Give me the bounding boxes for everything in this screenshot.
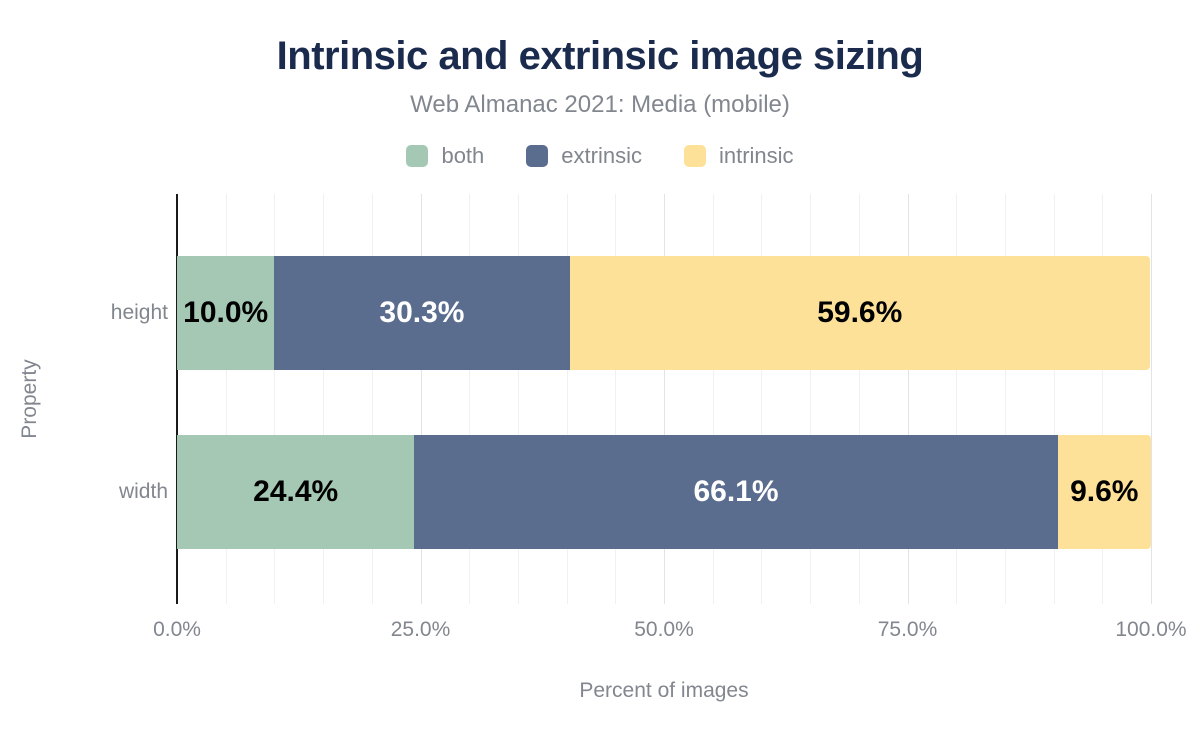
gridline-minor-55 — [712, 194, 714, 604]
x-tick-0: 0.0% — [153, 618, 201, 641]
x-tick-100: 100.0% — [1115, 618, 1187, 641]
gridline-minor-85 — [1004, 194, 1006, 604]
bar-value-label: 66.1% — [693, 475, 779, 508]
x-tick-50: 50.0% — [634, 618, 694, 641]
gridline-major-50 — [664, 194, 665, 604]
gridline-minor-30 — [469, 194, 471, 604]
gridline-minor-5 — [225, 194, 227, 604]
bar-segment-height-both: 10.0% — [177, 256, 275, 370]
plot-area: 10.0% 30.3% 59.6% 24.4% 66.1% 9.6% — [176, 194, 1152, 604]
gridline-minor-10 — [274, 194, 276, 604]
bar-row-height: 10.0% 30.3% 59.6% — [177, 256, 1151, 370]
category-label-width: width — [118, 480, 168, 503]
legend-label: extrinsic — [561, 143, 642, 168]
chart-subtitle: Web Almanac 2021: Media (mobile) — [410, 91, 790, 118]
bar-segment-height-intrinsic: 59.6% — [569, 256, 1150, 370]
x-axis-title: Percent of images — [579, 679, 749, 702]
y-axis-title: Property — [18, 359, 41, 439]
gridline-minor-40 — [566, 194, 568, 604]
gridline-minor-20 — [371, 194, 373, 604]
legend-label: both — [441, 143, 485, 168]
x-tick-25: 25.0% — [390, 618, 451, 641]
bar-value-label: 10.0% — [183, 296, 269, 329]
bar-value-label: 24.4% — [253, 475, 339, 508]
legend-label: intrinsic — [718, 143, 794, 168]
gridline-minor-70 — [858, 194, 860, 604]
legend-item-both: both — [406, 143, 484, 169]
legend-item-intrinsic: intrinsic — [683, 143, 794, 169]
gridline-major-25 — [420, 194, 422, 604]
gridline-minor-65 — [810, 194, 812, 604]
bar-row-width: 24.4% 66.1% 9.6% — [177, 435, 1151, 549]
gridline-minor-90 — [1053, 194, 1055, 604]
gridline-minor-15 — [323, 194, 325, 604]
bar-segment-width-both: 24.4% — [177, 435, 415, 549]
y-axis-line — [176, 194, 178, 604]
category-label-height: height — [110, 301, 168, 324]
bar-value-label: 30.3% — [379, 296, 465, 329]
legend-item-extrinsic: extrinsic — [526, 143, 642, 169]
legend-swatch-extrinsic — [526, 145, 549, 167]
legend-swatch-both — [406, 145, 429, 167]
gridline-minor-80 — [956, 194, 958, 604]
gridline-minor-60 — [761, 194, 763, 604]
gridline-minor-35 — [517, 194, 519, 604]
bar-segment-width-extrinsic: 66.1% — [414, 435, 1058, 549]
x-tick-75: 75.0% — [877, 618, 938, 641]
gridline-major-75 — [907, 194, 909, 604]
gridline-minor-45 — [615, 194, 617, 604]
bar-value-label: 9.6% — [1070, 475, 1139, 508]
bar-segment-height-extrinsic: 30.3% — [274, 256, 570, 370]
bar-segment-width-intrinsic: 9.6% — [1057, 435, 1151, 549]
gridline-major-100 — [1151, 194, 1152, 604]
chart-title: Intrinsic and extrinsic image sizing — [276, 34, 924, 78]
bar-value-label: 59.6% — [817, 296, 903, 329]
legend: both extrinsic intrinsic — [0, 143, 1200, 169]
gridline-minor-95 — [1102, 194, 1104, 604]
legend-swatch-intrinsic — [683, 145, 706, 167]
